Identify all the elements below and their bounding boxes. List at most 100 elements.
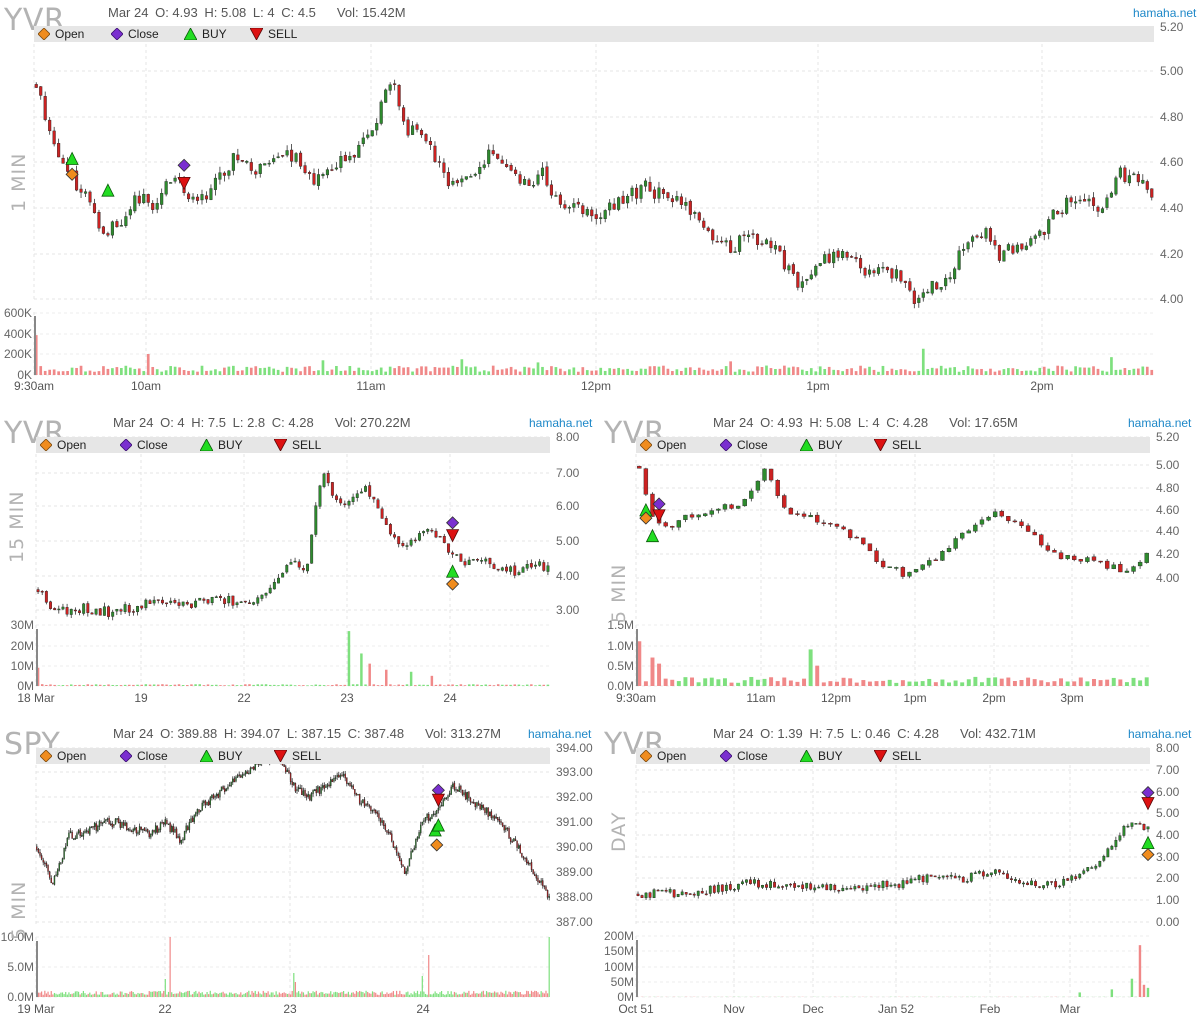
candle-body [256, 597, 260, 604]
grid [35, 436, 550, 687]
candle-body [76, 833, 78, 839]
volume-bar [190, 994, 192, 997]
volume-bar [74, 991, 76, 997]
volume-tick-label: 30M [11, 618, 34, 632]
candle-body [489, 811, 491, 816]
candle-body [509, 165, 513, 171]
volume-bar [563, 371, 567, 375]
volume-bar [289, 994, 292, 997]
volume-bar [1114, 369, 1118, 375]
candle-body [471, 801, 473, 804]
volume-bar [347, 631, 351, 686]
candle-body [455, 180, 459, 184]
candle-body [236, 154, 240, 161]
candle-body [523, 178, 527, 185]
candle-body [1050, 881, 1054, 883]
candle-body [540, 167, 545, 176]
volume-bar [657, 366, 661, 375]
chart-legend: Open Close BUY SELL [36, 437, 550, 453]
volume-bar [57, 994, 59, 997]
candle-body [741, 881, 744, 884]
candle-body [961, 876, 965, 883]
candle-body [1065, 555, 1070, 559]
volume-bar [724, 366, 728, 375]
candle-body [227, 170, 231, 176]
close-diamond-icon [110, 27, 124, 41]
candle-body [426, 528, 430, 532]
candle-body [599, 217, 603, 219]
candle-body [313, 789, 316, 792]
candle-body [134, 827, 136, 830]
volume-bar [322, 992, 324, 997]
volume-bar [375, 992, 377, 997]
price-tick-label: 4.40 [1160, 201, 1184, 215]
candle-body [195, 196, 200, 201]
volume-bar [174, 993, 176, 997]
candle-body [997, 245, 1001, 261]
volume-bar [1078, 677, 1083, 686]
volume-bar [881, 365, 885, 375]
brand-link[interactable]: hamaha.net [1133, 6, 1197, 20]
buy-marker [65, 151, 79, 165]
candle-body [151, 203, 155, 210]
volume-bar [410, 993, 412, 997]
volume-bar [1118, 679, 1123, 686]
candle-body [127, 828, 130, 831]
price-tick-label: 0.00 [1156, 915, 1180, 929]
candle-body [563, 204, 567, 209]
candle-body [859, 258, 863, 269]
candle-body [1074, 201, 1078, 204]
candle-body [113, 824, 115, 827]
brand-link[interactable]: hamaha.net [1128, 416, 1192, 430]
volume-bar [272, 992, 274, 997]
candle-body [119, 225, 123, 227]
brand-link[interactable]: hamaha.net [1128, 727, 1192, 741]
volume-bar [137, 992, 139, 997]
candle-body [894, 269, 898, 279]
candle-body [92, 203, 97, 214]
volume-bar [115, 367, 119, 375]
volume-bar [215, 684, 218, 686]
candle-body [138, 826, 141, 833]
candle-body [797, 885, 801, 887]
candle-body [152, 599, 156, 604]
candle-body [106, 233, 110, 236]
volume-bar [84, 371, 87, 375]
price-tick-label: 4.00 [1156, 828, 1180, 842]
candle-body [630, 187, 634, 196]
candle-body [1032, 531, 1037, 536]
candle-body [621, 195, 625, 204]
candle-body [45, 863, 48, 866]
volume-bar [318, 992, 321, 997]
candle-body [495, 816, 497, 819]
candle-body [131, 611, 135, 613]
candle-body [907, 571, 912, 577]
candle-body [927, 560, 932, 566]
volume-bar [41, 991, 43, 997]
candle-body [325, 169, 329, 176]
candle-body [874, 550, 879, 562]
volume-bar [540, 991, 542, 997]
price-tick-label: 392.00 [556, 790, 593, 804]
brand-link[interactable]: hamaha.net [529, 416, 593, 430]
candle-body [52, 130, 56, 145]
open-diamond-icon [639, 438, 653, 452]
candle-body [1124, 570, 1130, 573]
candle-body [61, 858, 64, 863]
candle-body [153, 829, 155, 833]
volume-bar [496, 369, 500, 375]
volume-bar [136, 684, 139, 686]
volume-bar [240, 370, 244, 375]
quote-readout: Mar 24 O: 4 H: 7.5 L: 2.8 C: 4.28 Vol: 27… [113, 415, 411, 430]
brand-link[interactable]: hamaha.net [528, 727, 592, 741]
grid [635, 436, 1150, 687]
candle-body [460, 178, 464, 183]
candle-body [920, 564, 925, 570]
volume-bar [278, 992, 280, 997]
volume-bar [152, 684, 156, 686]
candle-body [900, 567, 906, 577]
candle-body [736, 883, 740, 890]
volume-bar [330, 991, 332, 997]
volume-bar [585, 370, 589, 375]
candle-body [876, 267, 881, 274]
